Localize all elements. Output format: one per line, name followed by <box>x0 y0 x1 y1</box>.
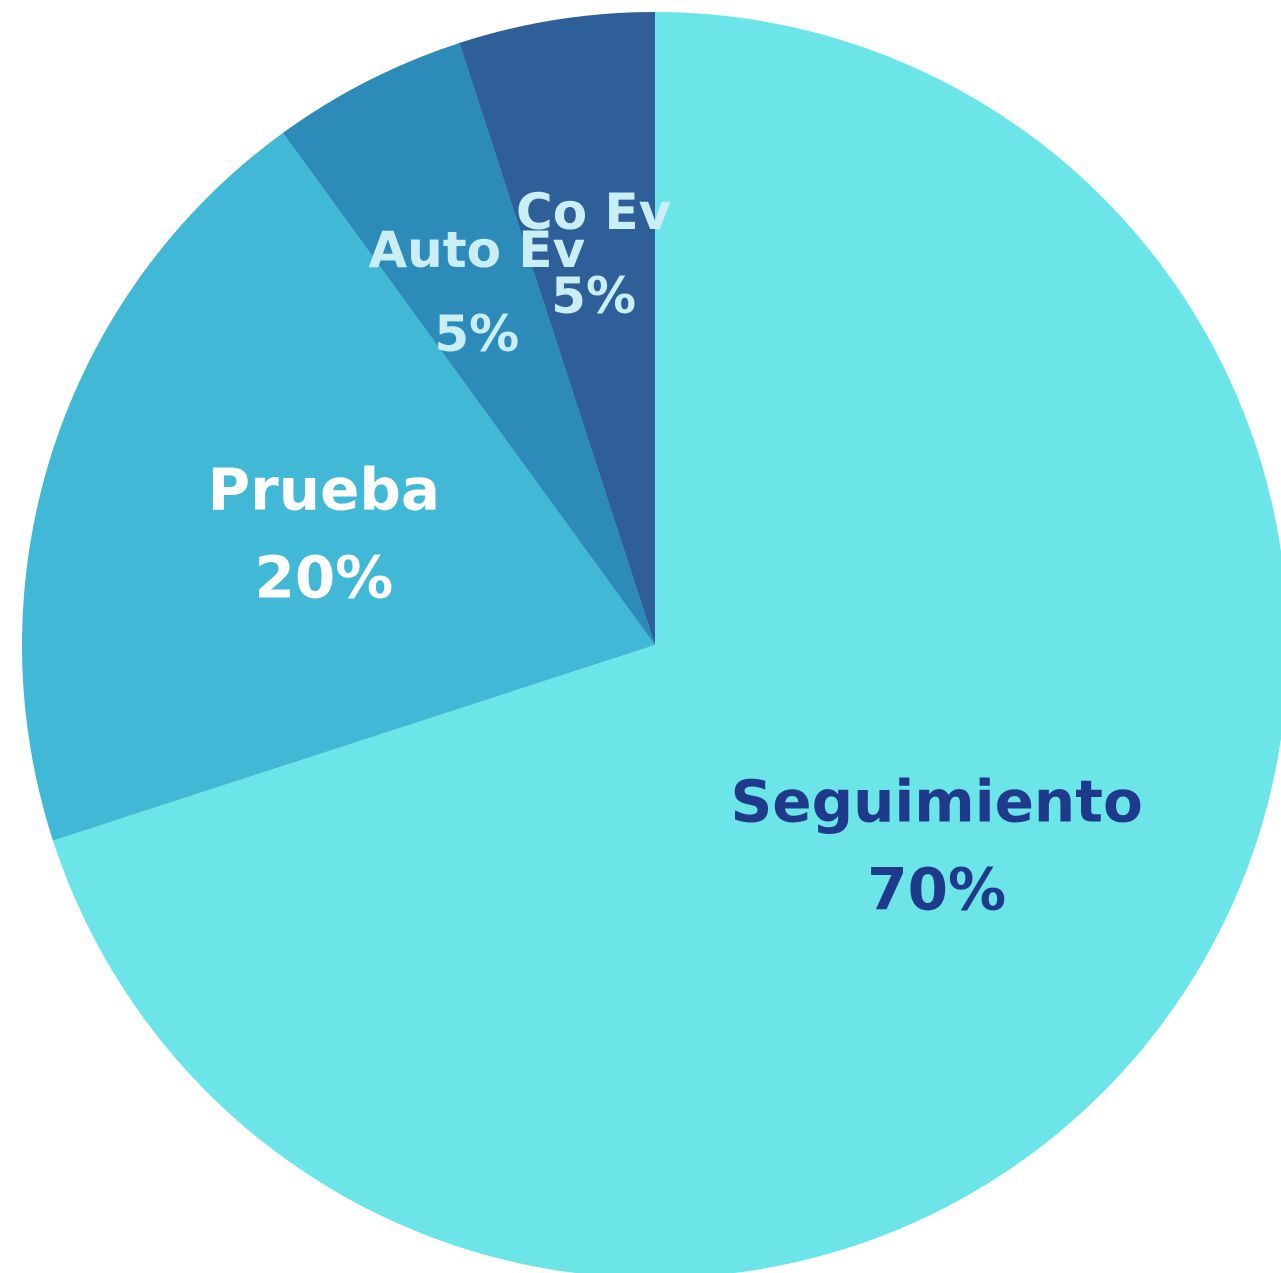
slice-value-label: 5% <box>551 267 636 325</box>
pie-slice <box>52 12 1281 1273</box>
slice-value-label: 70% <box>867 856 1006 924</box>
pie-slice <box>282 42 655 646</box>
pie-slice <box>459 12 655 645</box>
slice-label: Seguimiento <box>730 768 1142 836</box>
slice-label: Co Ev <box>516 183 671 241</box>
slice-label: Prueba <box>208 456 440 524</box>
pie-slice <box>22 132 656 841</box>
slice-value-label: 5% <box>434 305 519 363</box>
slice-label: Auto Ev <box>368 221 585 279</box>
slice-value-label: 20% <box>254 544 393 612</box>
